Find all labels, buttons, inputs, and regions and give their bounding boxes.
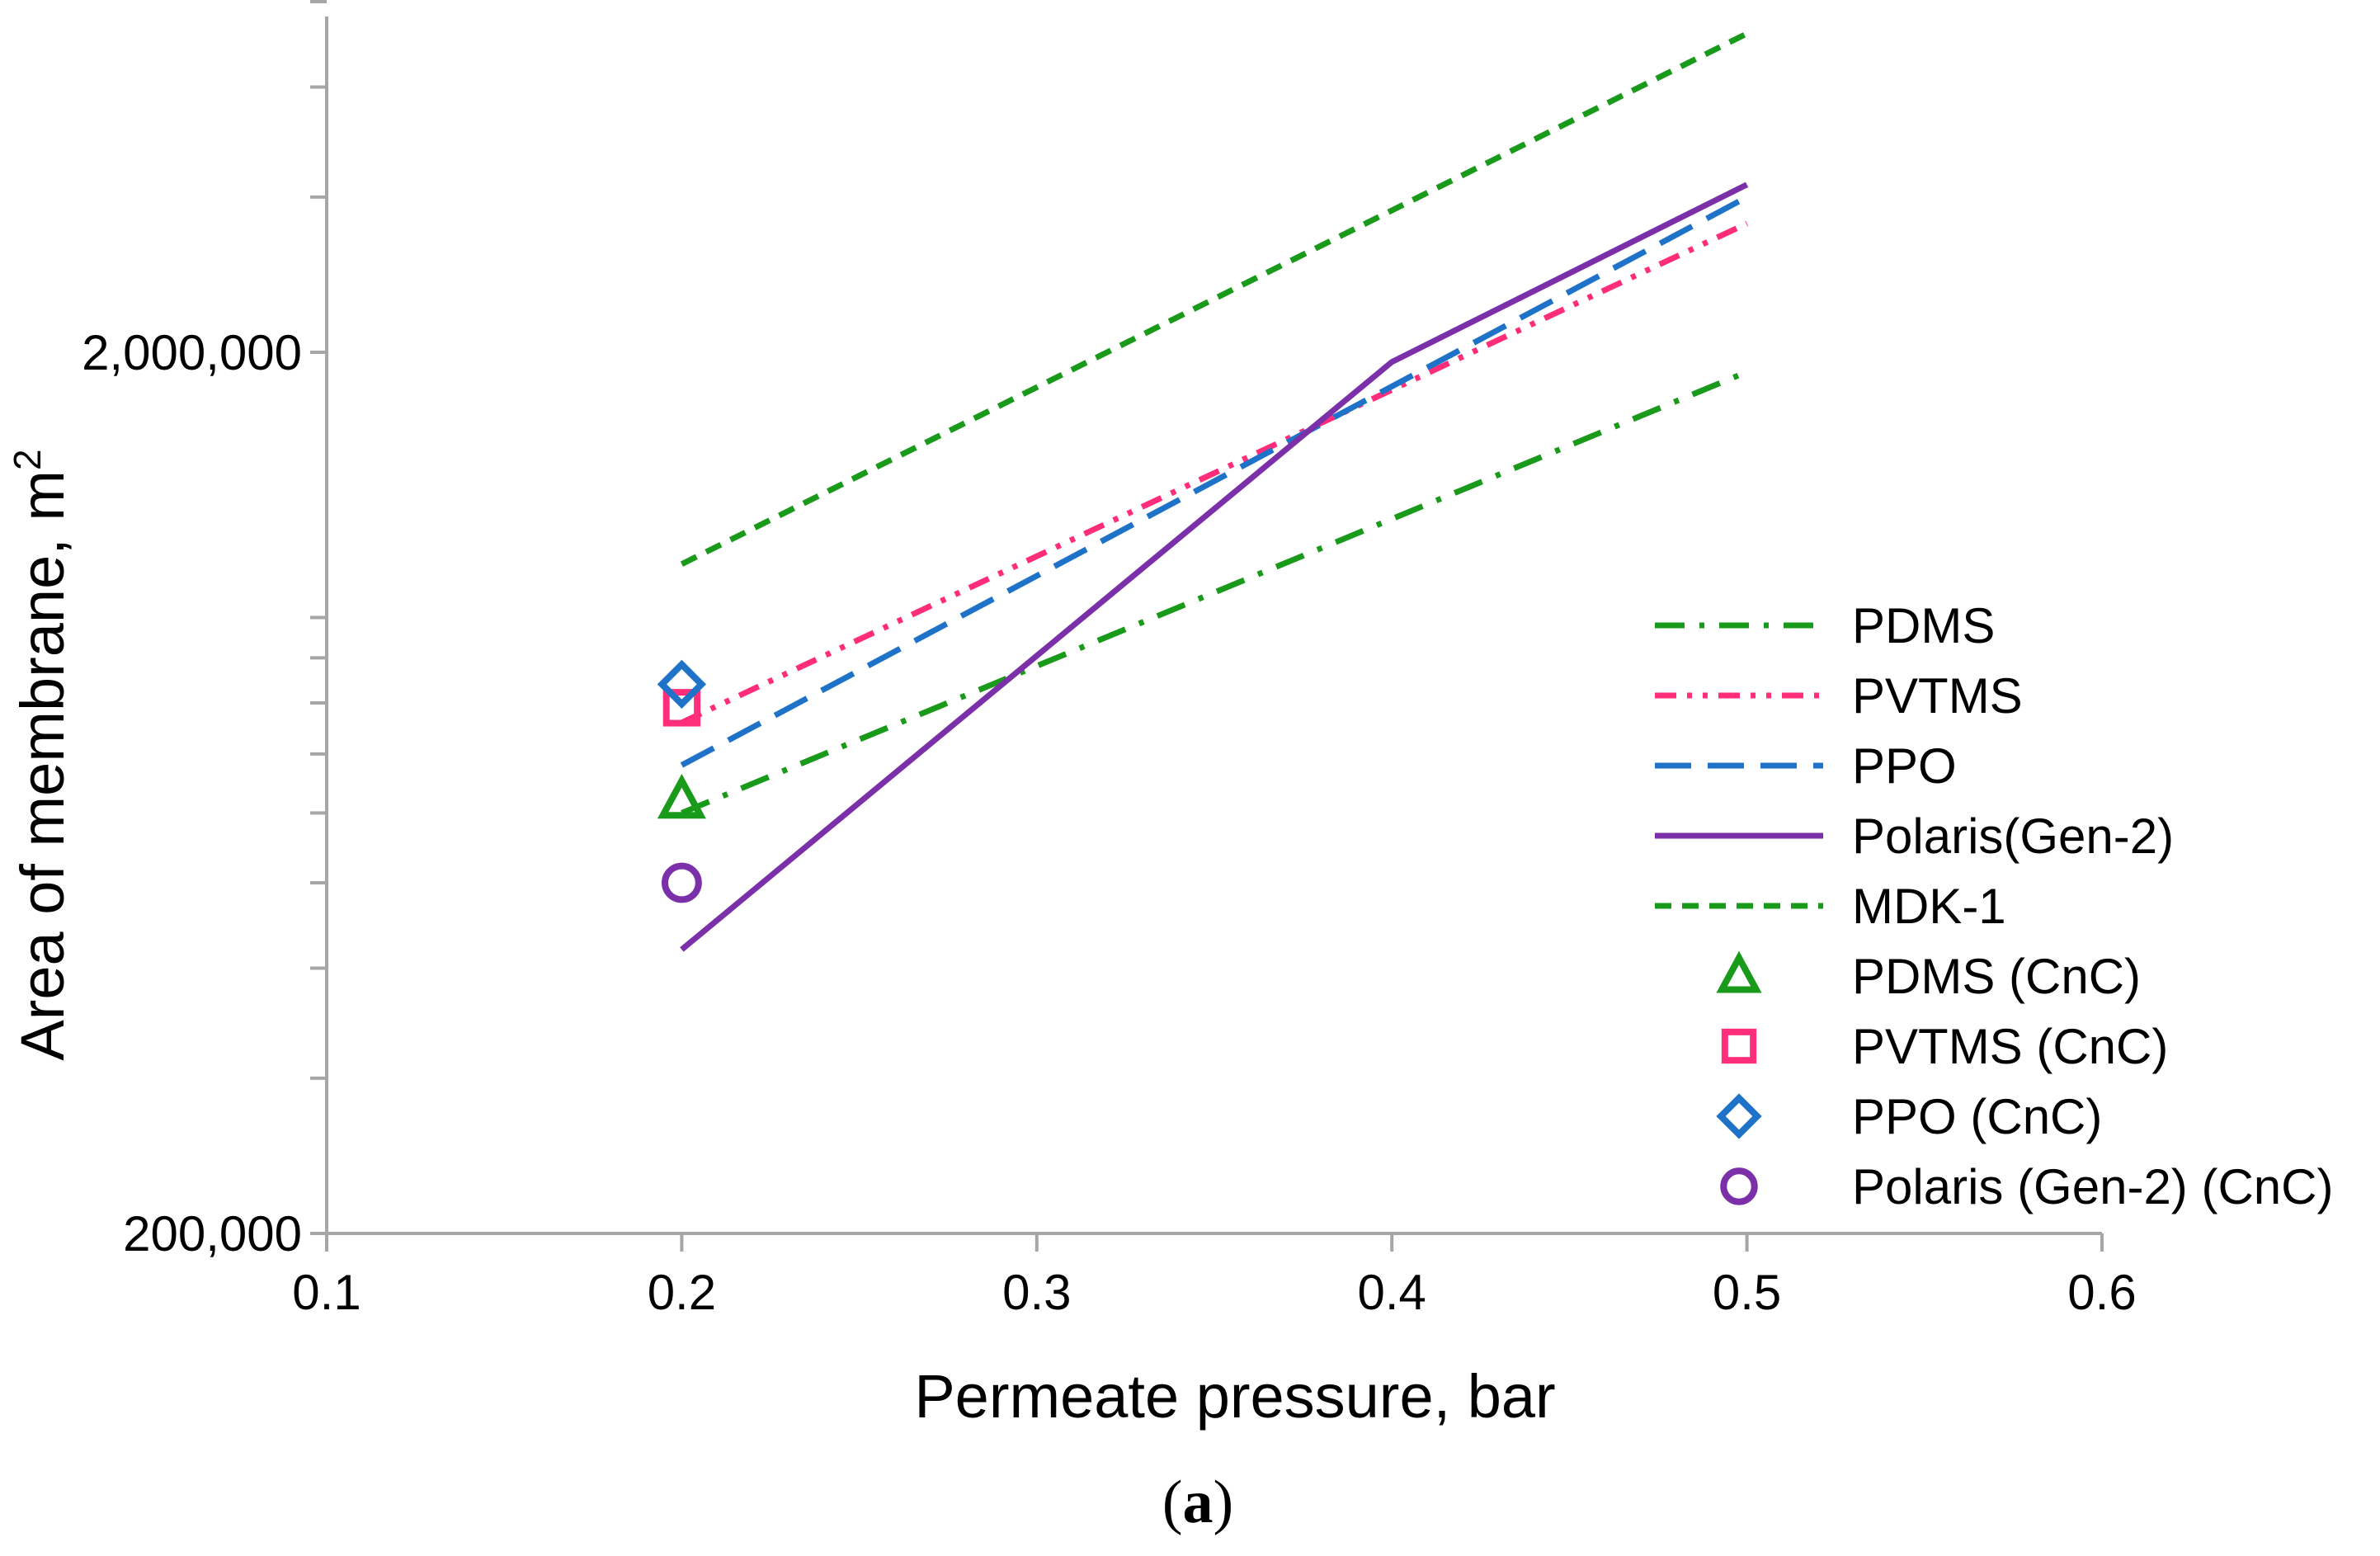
legend-marker	[1716, 950, 1762, 993]
series-line-pdms	[681, 369, 1748, 816]
legend-item-polaris-gen-2: Polaris(Gen-2)	[1655, 809, 2174, 864]
series-line-polaris-gen-2	[680, 182, 1749, 952]
legend-label: Polaris (Gen-2) (CnC)	[1852, 1159, 2333, 1214]
panel-label: (a)	[1162, 1469, 1233, 1536]
legend-item-pvtms: PVTMS	[1655, 668, 2023, 724]
legend-item-pdms: PDMS	[1655, 598, 1995, 653]
panel-label-letter: a	[1183, 1469, 1214, 1536]
series-line-pvtms	[680, 220, 1749, 725]
x-axis-title: Permeate pressure, bar	[914, 1362, 1555, 1431]
legend-item-mdk-1: MDK-1	[1655, 879, 2006, 934]
y-tick-label: 2,000,000	[82, 325, 302, 380]
legend-label: PDMS	[1852, 598, 1995, 653]
legend-label: MDK-1	[1852, 879, 2006, 934]
plot-area	[657, 31, 1749, 952]
x-tick-label: 0.3	[1002, 1265, 1071, 1320]
legend-item-pvtms-cnc: PVTMS (CnC)	[1721, 1019, 2168, 1074]
x-tick-label: 0.5	[1713, 1265, 1781, 1320]
legend-label: PVTMS	[1852, 668, 2023, 724]
legend-label: Polaris(Gen-2)	[1852, 809, 2174, 864]
legend-label: PVTMS (CnC)	[1852, 1019, 2168, 1074]
legend-item-polaris-gen-2-cnc: Polaris (Gen-2) (CnC)	[1720, 1159, 2333, 1214]
legend-marker	[1716, 1093, 1762, 1139]
legend-label: PPO (CnC)	[1852, 1089, 2102, 1144]
x-tick-label: 0.4	[1357, 1265, 1426, 1320]
legend-label: PDMS (CnC)	[1852, 949, 2141, 1004]
x-tick-label: 0.6	[2067, 1265, 2136, 1320]
legend-item-ppo-cnc: PPO (CnC)	[1716, 1089, 2102, 1144]
y-axis-title-superscript: 2	[6, 449, 49, 470]
axes: 200,000 2,000,000 0.1 0.2 0.3 0.4 0.5 0.6	[82, 0, 2137, 1320]
x-tick-label: 0.2	[648, 1265, 716, 1320]
legend-label: PPO	[1852, 738, 1957, 794]
titles: Permeate pressure, bar Area of membrane,…	[6, 449, 1556, 1536]
x-tick-label: 0.1	[292, 1265, 361, 1320]
data-point-polaris-gen-2-cnc	[662, 862, 702, 903]
data-point-pdms-cnc	[657, 773, 706, 819]
legend-marker	[1721, 1028, 1757, 1064]
data-point-ppo-cnc	[657, 659, 707, 710]
legend-item-pdms-cnc: PDMS (CnC)	[1716, 949, 2141, 1004]
legend: PDMS PVTMS PPO Polaris(Gen-2) MDK-1 PDMS (CnC…	[1655, 598, 2333, 1214]
y-axis-title-text: Area of membrane, m	[8, 470, 77, 1061]
series-line-mdk-1	[680, 31, 1749, 567]
series-line-ppo	[680, 194, 1749, 768]
y-axis-title: Area of membrane, m2	[6, 449, 77, 1060]
data-point-pvtms-cnc	[662, 689, 701, 727]
y-tick-label: 200,000	[123, 1206, 302, 1261]
legend-item-ppo: PPO	[1655, 738, 1957, 794]
legend-marker	[1720, 1167, 1758, 1205]
